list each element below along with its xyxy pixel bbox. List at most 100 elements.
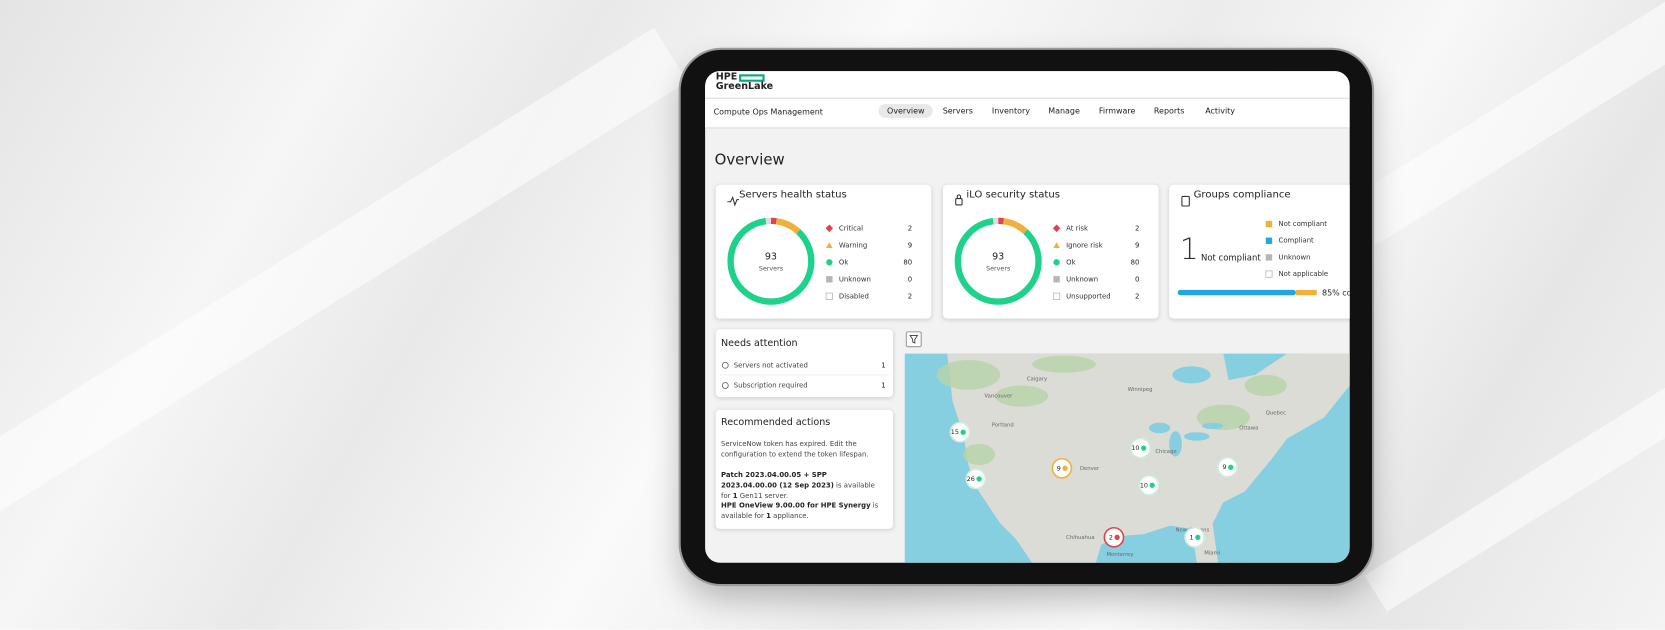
graphic: 93 Servers At risk 2 Ignore risk 9 Ok 80 Unknown… — [954, 194, 1140, 305]
legend-icon — [1053, 276, 1060, 283]
icon — [727, 196, 740, 207]
nav-tab[interactable]: Activity — [1205, 106, 1236, 116]
legend-icon — [1265, 270, 1273, 278]
divider — [705, 97, 1350, 99]
nav-tab[interactable]: Reports — [1153, 106, 1185, 116]
land — [947, 353, 1350, 563]
card: iLO security status 93 Servers At risk 2 Igno… — [942, 184, 1159, 319]
card-title: iLO security status — [966, 189, 1061, 201]
marker-dot — [960, 429, 966, 435]
legend-icon — [825, 224, 834, 233]
icon — [909, 335, 919, 344]
action-segment: 1 — [732, 491, 738, 501]
legend-icon — [1265, 254, 1273, 261]
marker-dot — [1062, 465, 1068, 471]
nav-tab[interactable]: Overview — [878, 104, 934, 118]
legend-count: 9 — [1135, 241, 1139, 249]
legend-icon — [1053, 259, 1060, 266]
forest — [963, 443, 996, 466]
city-label: Winnipeg — [1128, 387, 1153, 393]
card-title: Recommended actions — [721, 417, 831, 428]
legend-count: 2 — [1135, 224, 1139, 232]
legend-label: Disabled — [839, 292, 869, 300]
marker-dot — [1149, 482, 1155, 488]
brand: HPE — [715, 72, 738, 83]
city-label: Chihuahua — [1066, 535, 1094, 541]
marker — [1051, 457, 1073, 479]
city-label: Denver — [1080, 466, 1100, 472]
city-label: Monterrey — [1106, 552, 1133, 558]
legend-label: Ok — [839, 258, 848, 266]
action-text: HPE OneView 9.00.00 for HPE Synergy is a… — [721, 500, 882, 521]
icon — [956, 194, 962, 199]
row-icon — [721, 382, 729, 389]
donut-label: Servers — [759, 265, 783, 273]
marker — [1103, 526, 1125, 548]
marker — [1130, 437, 1151, 459]
icon — [955, 198, 963, 206]
action-segment: ServiceNow token has expired. Edit the c… — [721, 439, 869, 459]
bg-streak — [0, 27, 688, 589]
legend-icon — [826, 242, 833, 248]
donut-segment — [727, 217, 815, 305]
card-title: Groups compliance — [1193, 189, 1291, 201]
lake — [1169, 431, 1182, 457]
lake — [1148, 422, 1171, 434]
graphic: Servers not activated 1 Subscription requi… — [719, 361, 889, 389]
marker-dot — [1228, 464, 1234, 470]
donut-label: Servers — [986, 265, 1010, 273]
forest — [1244, 374, 1288, 397]
donut-segment — [954, 217, 1042, 305]
city-label: Vancouver — [984, 394, 1013, 400]
tablet-screen: HPE GreenLake Compute Ops Management Overvi… — [705, 71, 1350, 563]
legend-icon — [826, 259, 833, 266]
forest — [995, 385, 1049, 407]
donut-segment — [727, 217, 815, 305]
nav-tab[interactable]: Manage — [1048, 106, 1080, 116]
action-text: Patch 2023.04.00.05 + SPP 2023.04.00.00 … — [721, 469, 882, 501]
legend-icon — [1052, 292, 1061, 300]
lake — [1202, 422, 1224, 430]
marker-count: 10 — [1140, 481, 1148, 489]
city-label: Calgary — [1027, 377, 1047, 383]
city-label: Miami — [1204, 551, 1220, 557]
card-title: Servers health status — [739, 189, 847, 201]
filter-button[interactable] — [905, 331, 922, 348]
card-title: Needs attention — [721, 338, 798, 350]
legend-label: Compliant — [1279, 237, 1315, 245]
action-segment: appliance. — [770, 511, 809, 521]
action-segment: is available for — [721, 501, 879, 521]
nav-tab[interactable]: Inventory — [991, 106, 1030, 116]
land — [1308, 353, 1350, 375]
legend-label: At risk — [1066, 224, 1088, 232]
row-label: Servers not activated — [734, 361, 808, 369]
action-segment: is available for — [721, 481, 875, 501]
card: Needs attention Servers not activated 1 Sub… — [715, 329, 894, 398]
progress-label: 85% compliant — [1322, 289, 1350, 298]
forest — [1032, 355, 1096, 373]
donut-total: 93 — [765, 251, 777, 262]
legend-count: 80 — [1131, 258, 1140, 266]
marker-count: 9 — [1057, 464, 1061, 472]
marker — [949, 421, 971, 443]
legend-count: 80 — [903, 258, 912, 266]
legend-label: Unknown — [1066, 275, 1098, 283]
legend-count: 9 — [908, 241, 912, 249]
nav-tab[interactable]: Firmware — [1098, 106, 1136, 116]
marker — [965, 468, 987, 490]
legend-label: Unknown — [1279, 253, 1311, 261]
action-segment: 1 — [766, 511, 771, 521]
donut-segment — [954, 217, 1042, 305]
page-title: Overview — [714, 151, 785, 169]
row-count: 1 — [881, 361, 885, 369]
compliance-label: Not compliant — [1201, 254, 1261, 264]
lake — [1172, 366, 1211, 384]
legend-count: 0 — [908, 275, 912, 283]
compliance-value: 1 — [1180, 232, 1199, 267]
legend-icon — [1053, 242, 1060, 248]
nav-tab[interactable]: Servers — [942, 106, 973, 116]
marker-count: 2 — [1109, 533, 1113, 541]
marker-count: 15 — [951, 428, 959, 436]
marker — [1217, 456, 1238, 478]
action-segment: HPE OneView 9.00.00 for HPE Synergy — [721, 501, 871, 510]
